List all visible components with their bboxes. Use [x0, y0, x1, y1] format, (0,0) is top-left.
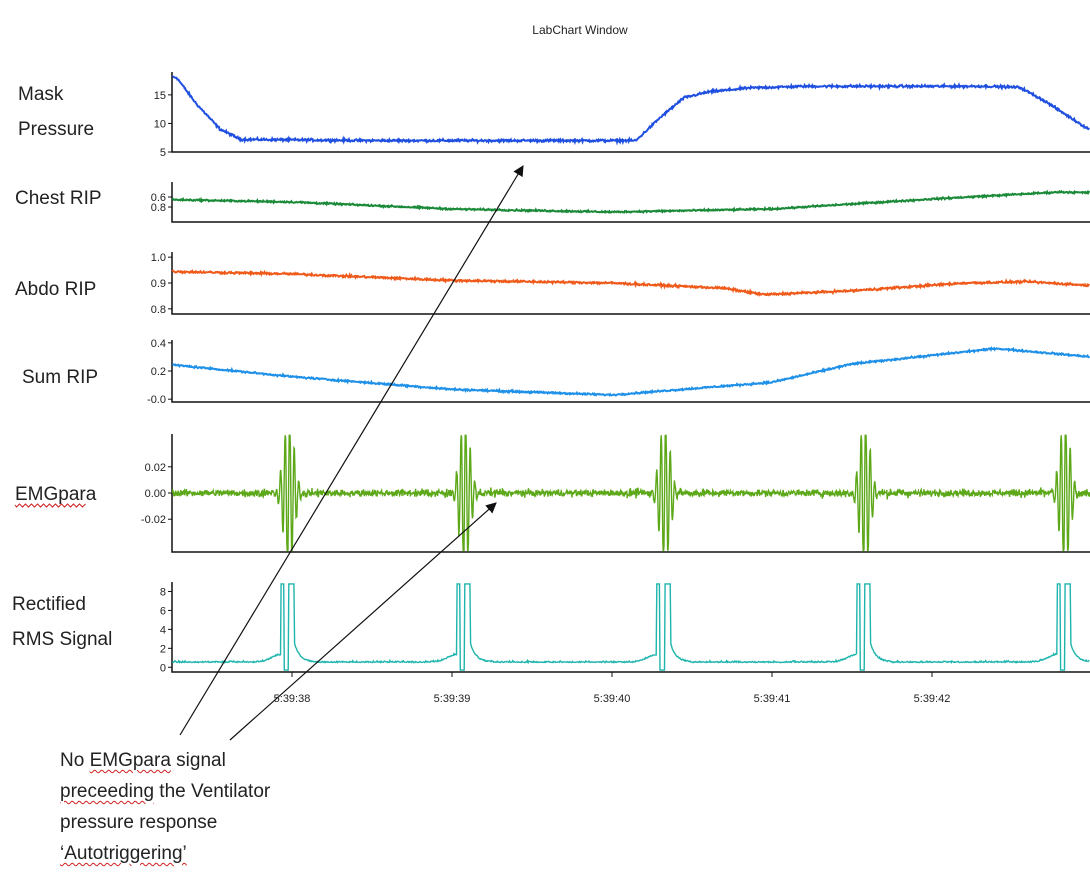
channel-3: 0.4 0.2 -0.0 Sum RIP [22, 338, 1090, 406]
channel-axis [171, 582, 1090, 673]
y-tick-label: 0.2 [151, 366, 166, 378]
spellcheck-underline [14, 503, 86, 508]
series-line [171, 346, 1090, 397]
annotation-word: EMGpara [89, 750, 171, 771]
annotation-line: ‘Autotriggering’ [60, 838, 400, 869]
annotation-arrow [229, 502, 497, 741]
annotation-arrows [179, 165, 524, 741]
annotation-word: pressure response [60, 812, 218, 833]
y-tick-label: 0.8 [151, 202, 166, 214]
y-tick-label: 0.00 [145, 488, 166, 500]
y-tick-label: 0.4 [151, 338, 166, 350]
y-tick-label: 0.6 [151, 192, 166, 204]
annotation-word: No [60, 750, 90, 771]
time-axis: 5:39:38 5:39:39 5:39:40 5:39:41 5:39:42 [274, 672, 951, 705]
x-tick-label: 5:39:38 [274, 693, 311, 705]
x-tick-label: 5:39:42 [914, 693, 951, 705]
channel-label: Mask [18, 84, 64, 105]
annotation-arrow [179, 165, 524, 736]
channel-label: Abdo RIP [15, 279, 96, 300]
channel-label: Sum RIP [22, 367, 98, 388]
series-line [172, 583, 1090, 671]
channel-label: Rectified [12, 594, 86, 615]
annotation-text: No EMGpara signal preceeding the Ventilat… [60, 745, 400, 869]
channel-0: 15 10 5 Mask Pressure [18, 72, 1090, 159]
channel-5: 8 6 4 2 0 Rectified RMS Signal [12, 582, 1090, 674]
annotation-word: the Ventilator [154, 781, 271, 802]
annotation-word: preceeding [60, 781, 155, 802]
y-tick-label: 0.02 [145, 462, 166, 474]
series-line [171, 269, 1090, 298]
series-line [172, 75, 1090, 146]
y-tick-label: -0.02 [141, 514, 166, 526]
y-tick-label: 0 [160, 662, 166, 674]
y-tick-label: 5 [160, 147, 166, 159]
channel-axis [171, 340, 1090, 403]
channel-axis [171, 434, 1090, 553]
channel-axis [171, 182, 1090, 223]
annotation-line: preceeding the Ventilator [60, 776, 400, 807]
series-line [171, 434, 1090, 552]
y-tick-label: 4 [160, 624, 166, 636]
annotation-line: No EMGpara signal [60, 745, 400, 776]
annotation-word: ‘Autotriggering’ [60, 843, 187, 864]
channel-axis [171, 252, 1090, 315]
channel-label: Chest RIP [15, 188, 102, 209]
channel-1: 0.60.8 Chest RIP [15, 182, 1090, 223]
y-tick-label: 6 [160, 605, 166, 617]
x-tick-label: 5:39:40 [594, 693, 631, 705]
series-line [171, 189, 1090, 214]
channel-4: 0.02 0.00 -0.02 EMGpara [14, 434, 1090, 553]
y-tick-label: 2 [160, 643, 166, 655]
channel-2: 1.0 0.9 0.8 Abdo RIP [15, 252, 1090, 316]
y-tick-label: 1.0 [151, 252, 166, 264]
annotation-line: pressure response [60, 807, 400, 838]
channel-label: RMS Signal [12, 629, 112, 650]
y-tick-label: 0.8 [151, 304, 166, 316]
x-tick-label: 5:39:39 [434, 693, 471, 705]
y-tick-label: 10 [154, 118, 166, 130]
y-tick-label: 0.9 [151, 278, 166, 290]
channel-label: EMGpara [15, 484, 97, 505]
annotation-word: signal [170, 750, 226, 771]
y-tick-label: 15 [154, 90, 166, 102]
y-tick-label: -0.0 [147, 394, 166, 406]
window-title: LabChart Window [532, 23, 628, 37]
y-tick-label: 8 [160, 586, 166, 598]
x-tick-label: 5:39:41 [754, 693, 791, 705]
channel-label: Pressure [18, 119, 94, 140]
